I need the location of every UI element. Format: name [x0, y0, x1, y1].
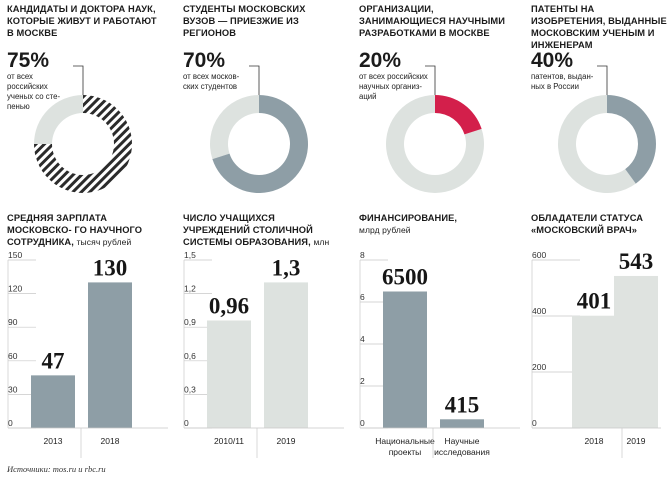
x-category-label: 2013: [44, 436, 63, 446]
donut-chart: [210, 65, 308, 193]
y-tick-label: 60: [8, 351, 18, 361]
x-category-label: Научные исследования: [434, 436, 490, 457]
stat-note: от всех москов- ских студентов: [183, 72, 240, 91]
y-tick-label: 2: [360, 376, 365, 386]
y-tick-label: 4: [360, 334, 365, 344]
stat-note: от всех российских научных организ- аций: [359, 72, 428, 101]
bar: [207, 320, 251, 428]
stat-title: Организации, занимающиеся научными разра…: [359, 4, 506, 38]
y-tick-label: 8: [360, 250, 365, 260]
y-tick-label: 0,9: [184, 317, 196, 327]
stat-percent: 70%: [183, 49, 226, 72]
y-tick-label: 0,3: [184, 384, 196, 394]
y-tick-label: 90: [8, 317, 18, 327]
y-tick-label: 6: [360, 292, 365, 302]
x-category-label: 2010/11: [214, 436, 244, 446]
donut-remainder-segment: [558, 95, 636, 193]
x-category-label: 2018: [101, 436, 120, 446]
chart-title-text: Число учащихся учреждений столичной сист…: [183, 213, 313, 247]
y-tick-label: 30: [8, 384, 18, 394]
bar-chart-doctors: 0 200 400 600 401 2018 543 2019: [531, 249, 661, 458]
stat-percent: 40%: [531, 49, 574, 72]
bar-value-label: 6500: [382, 265, 428, 290]
donut-chart: [558, 65, 656, 193]
bar-chart-students: 0 0,3 0,6 0,9 1,2 1,5 0,96 2010/11 1,3 2019: [183, 250, 344, 458]
stat-percent: 20%: [359, 49, 402, 72]
stat-title: Кандидаты и доктора наук, которые живут …: [7, 4, 157, 38]
stat-percent: 75%: [7, 49, 50, 72]
bar-value-label: 415: [445, 392, 480, 417]
x-category-label: 2018: [585, 436, 604, 446]
bar: [264, 282, 308, 428]
chart-title: Средняя зарплата московско- го научного …: [7, 212, 167, 248]
chart-unit: млрд рублей: [359, 225, 411, 235]
chart-title-text: Средняя зарплата московско- го научного …: [7, 213, 143, 247]
bar-chart-funding: 0 2 4 6 8 6500 Национальные проекты 415 Научные ис…: [359, 250, 520, 458]
chart-unit: тысяч рублей: [76, 237, 132, 247]
chart-title: Обладатели статуса «Московский врач»: [531, 212, 669, 236]
donut-remainder-segment: [386, 95, 484, 193]
y-tick-label: 1,5: [184, 250, 196, 260]
bar-value-label: 401: [577, 289, 612, 314]
stat-title: Студенты московских вузов — приезжие из …: [183, 4, 306, 38]
bar-value-label: 1,3: [272, 255, 301, 280]
y-tick-label: 150: [8, 250, 22, 260]
donut-value-segment: [212, 95, 308, 193]
chart-title: Число учащихся учреждений столичной сист…: [183, 212, 343, 248]
donut-leader-line: [73, 65, 84, 95]
y-tick-label: 0: [360, 418, 365, 428]
chart-title-text: Финансирование,: [359, 213, 458, 223]
x-category-label: 2019: [277, 436, 296, 446]
y-tick-label: 120: [8, 284, 22, 294]
bar-value-label: 47: [42, 348, 65, 373]
donut-value-segment: [34, 95, 132, 193]
bar: [614, 275, 658, 428]
bar: [88, 282, 132, 428]
y-tick-label: 0: [8, 418, 13, 428]
y-tick-label: 0: [532, 418, 537, 428]
donut-leader-line: [425, 65, 436, 95]
bar-value-label: 543: [619, 249, 654, 274]
x-category-label: 2019: [627, 436, 646, 446]
y-tick-label: 0: [184, 418, 189, 428]
y-tick-label: 600: [532, 250, 546, 260]
donut-remainder-segment: [210, 95, 259, 160]
bar: [440, 419, 484, 428]
donut-value-segment: [607, 95, 656, 184]
bar-value-label: 130: [93, 255, 128, 280]
y-tick-label: 1,2: [184, 284, 196, 294]
source-note: Источники: mos.ru и rbc.ru: [7, 464, 106, 474]
bar-chart-salary: 0 30 60 90 120 150 47 2013 130 2018: [7, 250, 168, 458]
bar: [31, 375, 75, 428]
donut-chart: [34, 65, 132, 193]
bar: [383, 291, 427, 428]
stat-title: Патенты на изобретения, выданные московс…: [531, 4, 667, 50]
stat-note: от всех российских ученых со сте- пенью: [7, 72, 61, 111]
donut-remainder-segment: [34, 95, 83, 144]
donut-leader-line: [249, 65, 260, 95]
y-tick-label: 400: [532, 306, 546, 316]
donut-value-segment: [435, 95, 482, 135]
bar-value-label: 0,96: [209, 293, 249, 318]
chart-title-text: Обладатели статуса «Московский врач»: [531, 213, 644, 235]
donut-leader-line: [597, 65, 608, 95]
donut-chart: [386, 65, 484, 193]
bar: [572, 315, 616, 428]
y-tick-label: 200: [532, 362, 546, 372]
y-tick-label: 0,6: [184, 351, 196, 361]
x-category-label: Национальные проекты: [375, 436, 435, 457]
chart-title: Финансирование, млрд рублей: [359, 212, 509, 236]
chart-unit: млн: [313, 237, 330, 247]
stat-note: патентов, выдан- ных в России: [531, 72, 594, 91]
